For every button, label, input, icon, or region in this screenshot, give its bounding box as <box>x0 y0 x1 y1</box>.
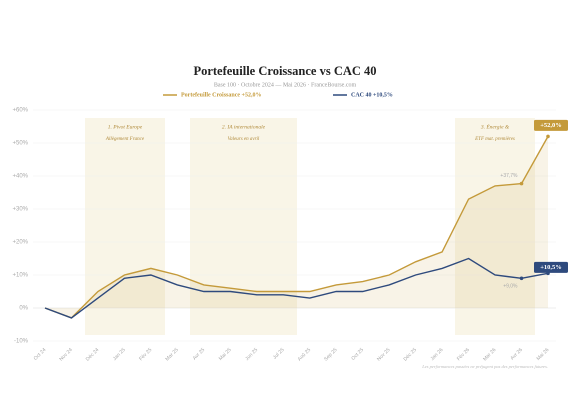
region <box>190 118 297 335</box>
legend-label: Portefeuille Croissance +52,0% <box>181 92 261 98</box>
chart-title: Portefeuille Croissance vs CAC 40 <box>193 64 376 78</box>
x-tick-label: Avr 26 <box>509 347 524 362</box>
x-tick-label: Sep 25 <box>323 347 339 363</box>
x-tick-label: Oct 25 <box>350 347 365 362</box>
y-tick-label: +20% <box>12 240 28 246</box>
y-tick-label: -10% <box>14 339 29 345</box>
y-tick-label: +10% <box>12 273 28 279</box>
value-label: +10,5% <box>540 264 562 271</box>
region-subtitle: Allègement France <box>105 137 145 142</box>
region <box>85 118 165 335</box>
value-label: +37,7% <box>500 173 518 179</box>
x-tick-label: Jan 26 <box>430 347 445 362</box>
x-tick-label: Aoû 25 <box>297 347 313 363</box>
y-tick-label: 0% <box>19 306 28 312</box>
region-title: 1. Pivot Europe <box>108 124 143 130</box>
value-badge <box>534 261 568 273</box>
x-tick-label: Fév 26 <box>456 347 471 362</box>
y-tick-label: +60% <box>12 108 28 114</box>
region <box>455 118 535 335</box>
x-tick-label: Oct 24 <box>33 347 48 362</box>
point <box>546 134 550 139</box>
x-tick-label: Déc 24 <box>85 347 101 363</box>
region-title: 3. Énergie & <box>480 122 510 130</box>
region-subtitle: Valeurs en avril <box>228 137 260 142</box>
area <box>45 136 548 318</box>
value-badge <box>534 119 568 131</box>
chart-subtitle: Base 100 · Octobre 2024 — Mai 2026 · Fra… <box>214 82 357 88</box>
x-tick-label: Jan 25 <box>112 347 127 362</box>
x-tick-label: Jul 25 <box>272 347 286 361</box>
value-label: +9,0% <box>503 284 518 290</box>
x-tick-label: Mai 26 <box>535 347 550 362</box>
y-tick-label: +40% <box>12 174 28 180</box>
x-tick-label: Nov 25 <box>376 347 392 363</box>
region-title: 2. IA internationale <box>222 124 266 130</box>
x-tick-label: Nov 24 <box>58 347 74 363</box>
legend-label: CAC 40 +10,5% <box>351 92 393 98</box>
x-tick-label: Déc 25 <box>403 347 419 363</box>
x-tick-label: Avr 25 <box>192 347 207 362</box>
point <box>519 276 524 281</box>
value-label: +52,0% <box>540 122 562 129</box>
y-tick-label: +30% <box>12 207 28 213</box>
region-subtitle: ETF mat. premières <box>474 137 515 142</box>
x-tick-label: Mar 25 <box>164 347 179 362</box>
line <box>44 257 549 319</box>
x-tick-label: Mai 25 <box>218 347 233 362</box>
x-tick-label: Jun 25 <box>244 347 259 362</box>
x-tick-label: Mar 26 <box>482 347 497 362</box>
line <box>44 136 549 319</box>
footnote: Les performances passées ne préjugent pa… <box>421 364 548 369</box>
point <box>519 181 524 186</box>
y-tick-label: +50% <box>12 141 28 147</box>
x-tick-label: Fév 25 <box>138 347 153 362</box>
